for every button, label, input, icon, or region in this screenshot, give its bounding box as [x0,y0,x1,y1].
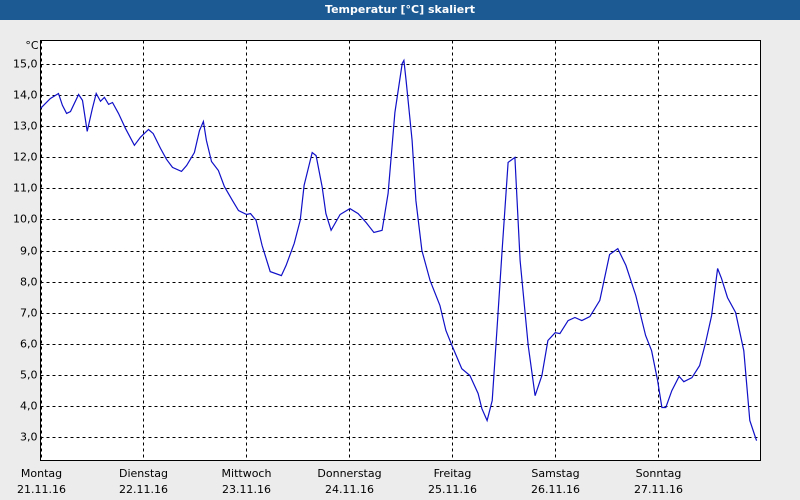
x-tick-date: 26.11.16 [531,483,580,496]
x-tick-date: 24.11.16 [325,483,374,496]
x-tick-label: Donnerstag [317,467,381,480]
x-tick-date: 25.11.16 [428,483,477,496]
y-tick-label: 3,0 [20,431,38,444]
y-tick-label: 13,0 [13,120,38,133]
y-tick-label: 12,0 [13,151,38,164]
title-bar [0,0,800,20]
y-tick-label: 7,0 [20,307,38,320]
x-tick-label: Dienstag [119,467,168,480]
x-tick-label: Samstag [531,467,579,480]
x-tick-date: 21.11.16 [17,483,66,496]
x-tick-label: Freitag [434,467,472,480]
x-tick-label: Sonntag [636,467,682,480]
y-tick-label: 8,0 [20,276,38,289]
x-tick-date: 23.11.16 [222,483,271,496]
y-tick-label: 14,0 [13,89,38,102]
x-tick-label: Montag [21,467,62,480]
y-unit: °C [25,39,39,52]
plot-area [40,40,761,461]
y-tick-label: 10,0 [13,213,38,226]
y-tick-label: 5,0 [20,369,38,382]
y-tick-label: 4,0 [20,400,38,413]
y-tick-label: 6,0 [20,338,38,351]
chart-title: Temperatur [°C] skaliert [325,3,475,16]
x-tick-date: 22.11.16 [119,483,168,496]
x-tick-label: Mittwoch [222,467,272,480]
temperature-line [40,58,758,441]
y-tick-label: 9,0 [20,245,38,258]
y-tick-label: 15,0 [13,58,38,71]
y-tick-label: 11,0 [13,182,38,195]
x-tick-date: 27.11.16 [634,483,683,496]
